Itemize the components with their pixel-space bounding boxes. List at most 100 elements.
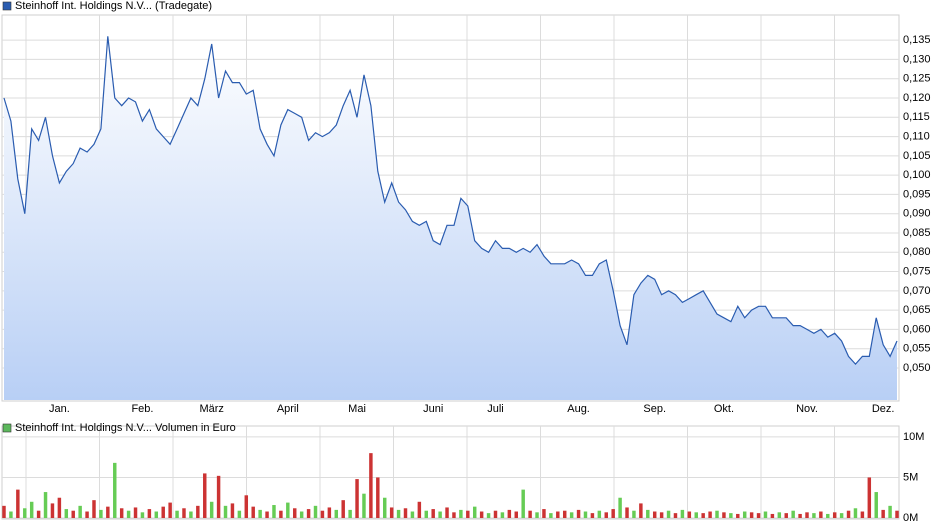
volume-bar	[355, 479, 359, 518]
volume-bar	[78, 505, 82, 518]
volume-bar	[29, 501, 34, 518]
volume-bar	[126, 510, 131, 518]
volume-bar	[466, 510, 470, 518]
volume-bar	[431, 509, 435, 518]
y-tick-label: 0,120	[903, 92, 931, 104]
volume-bar	[113, 462, 117, 518]
volume-bar	[569, 512, 574, 518]
volume-bar	[493, 510, 498, 518]
volume-bar	[320, 510, 325, 518]
volume-bar	[722, 512, 726, 518]
y-tick-label: 0,115	[903, 111, 930, 123]
volume-bar	[694, 512, 698, 518]
volume-bar	[562, 510, 567, 518]
volume-bar	[784, 513, 788, 518]
y-tick-label: 0M	[903, 512, 918, 524]
y-tick-label: 0,090	[903, 208, 931, 220]
price-line	[3, 36, 898, 365]
y-tick-label: 0,110	[903, 130, 930, 142]
volume-bar	[424, 510, 429, 518]
volume-bar	[472, 506, 477, 518]
volume-bar	[604, 512, 608, 518]
volume-bar	[867, 477, 872, 518]
volume-bar	[528, 510, 532, 518]
legend-swatch	[2, 1, 12, 11]
volume-bar	[182, 508, 186, 518]
volume-bar	[383, 497, 387, 518]
volume-bar	[791, 510, 795, 518]
y-tick-label: 0,050	[903, 362, 931, 374]
volume-bar	[486, 513, 491, 518]
volume-bar	[805, 512, 809, 518]
price-area	[4, 36, 897, 401]
volume-bar	[832, 512, 837, 518]
volume-bar	[133, 507, 138, 518]
volume-bar	[147, 509, 152, 518]
volume-bar	[874, 492, 878, 518]
volume-bar	[701, 513, 705, 518]
volume-bar	[576, 509, 581, 518]
volume-bar	[590, 513, 595, 518]
volume-bar	[306, 509, 311, 518]
volume-bar	[777, 512, 782, 518]
legend-label: Steinhoff Int. Holdings N.V... (Tradegat…	[15, 0, 212, 12]
volume-bar	[313, 505, 318, 518]
y-tick-label: 0,060	[903, 323, 931, 335]
volume-bar	[189, 511, 193, 518]
volume-bar	[583, 511, 588, 518]
volume-bar	[327, 507, 332, 518]
volume-bar	[632, 510, 636, 518]
volume-bar	[535, 512, 539, 518]
y-tick-label: 0,055	[903, 343, 931, 355]
volume-bar	[756, 513, 761, 518]
volume-bar	[770, 513, 775, 518]
volume-bar	[680, 509, 685, 518]
volume-bar	[888, 505, 892, 518]
volume-bar	[251, 506, 255, 518]
volume-bar	[71, 510, 75, 518]
volume-bar	[646, 509, 650, 518]
volume-bar	[43, 492, 48, 518]
volume-bar	[396, 509, 401, 518]
volume-bar	[50, 503, 55, 518]
volume-bar	[452, 512, 456, 518]
volume-bar	[742, 511, 747, 518]
x-tick-label: Juni	[423, 403, 443, 415]
volume-bar	[348, 509, 352, 518]
volume-bar	[556, 511, 560, 518]
x-tick-label: Mai	[348, 403, 366, 415]
volume-bar	[659, 512, 664, 518]
volume-bar	[673, 513, 678, 518]
x-tick-label: Dez.	[872, 403, 895, 415]
volume-bar	[389, 507, 394, 518]
volume-bar	[549, 513, 553, 518]
y-tick-label: 0,100	[903, 169, 931, 181]
volume-bar	[85, 511, 89, 518]
volume-bar	[23, 508, 27, 518]
volume-bar	[514, 511, 518, 518]
volume-bar	[9, 511, 13, 518]
volume-bar	[376, 477, 380, 518]
volume-bar	[625, 507, 629, 518]
volume-bar	[16, 489, 20, 518]
volume-bar	[542, 509, 546, 518]
volume-bar	[237, 510, 242, 518]
y-tick-label: 0,105	[903, 150, 931, 162]
volume-bar	[36, 510, 41, 518]
volume-bar	[154, 511, 159, 518]
volume-bar	[223, 505, 228, 518]
y-tick-label: 0,135	[903, 34, 931, 46]
volume-bar	[168, 502, 172, 518]
volume-bar	[639, 503, 643, 518]
volume-bar	[507, 509, 512, 518]
plot-frame	[1, 14, 900, 402]
volume-bar	[479, 511, 484, 518]
y-tick-label: 0,080	[903, 246, 931, 258]
x-tick-label: Jan.	[49, 403, 70, 415]
volume-bar	[341, 500, 345, 518]
volume-bar	[265, 511, 269, 518]
x-tick-label: April	[277, 403, 299, 415]
volume-bar	[881, 509, 885, 518]
volume-bar	[846, 510, 851, 518]
